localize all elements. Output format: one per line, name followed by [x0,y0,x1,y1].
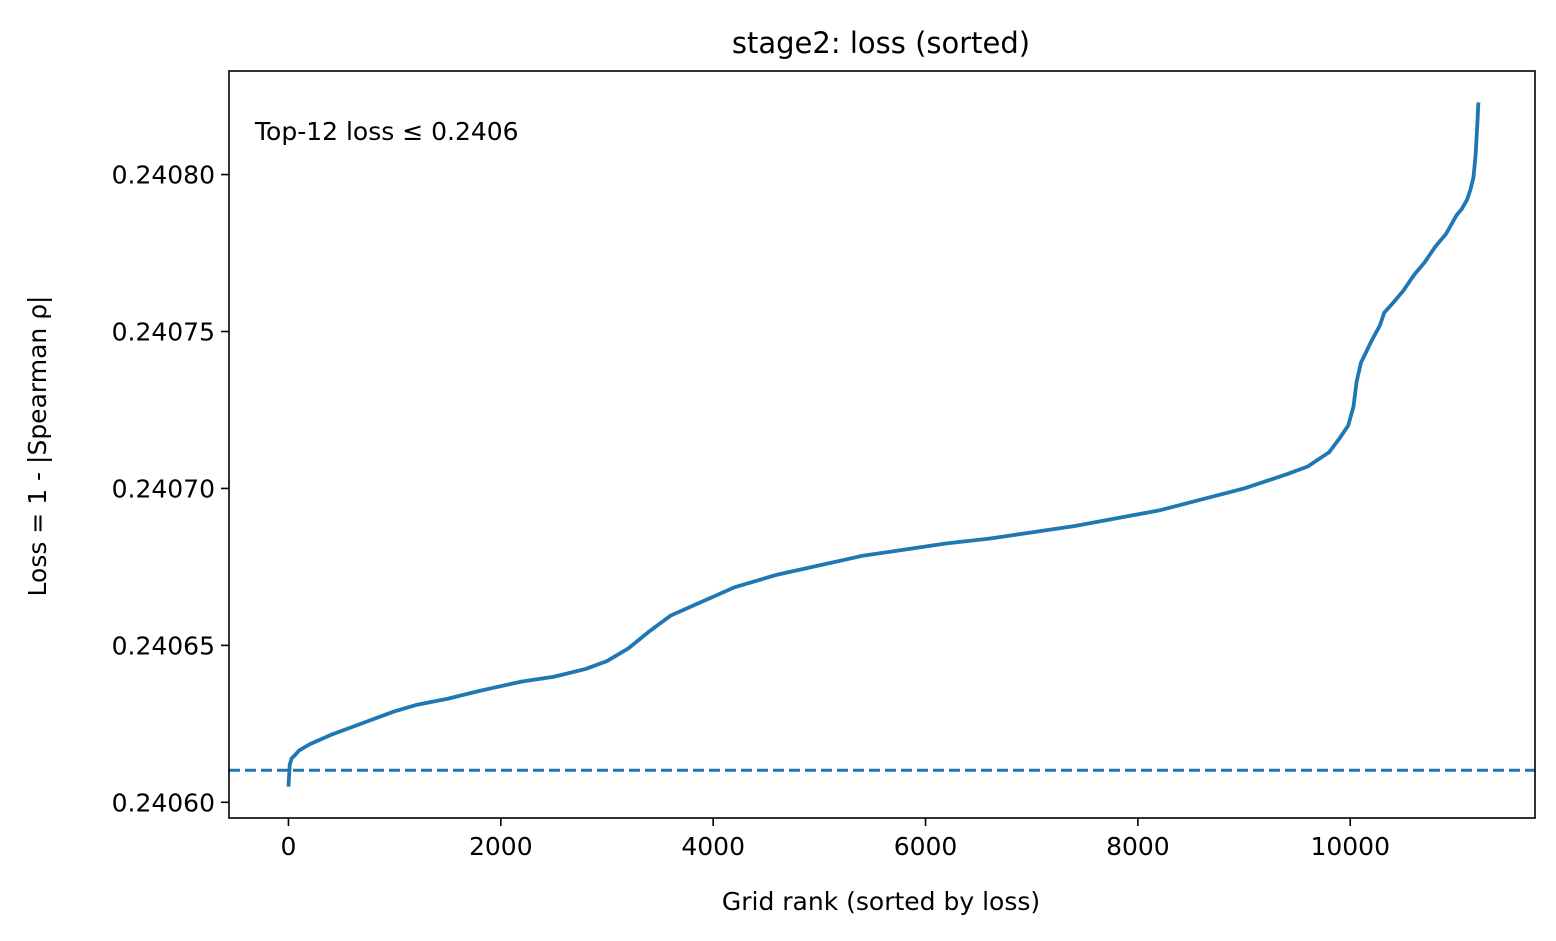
annotation-text: Top-12 loss ≤ 0.2406 [254,117,519,146]
y-tick-label: 0.24075 [112,318,215,347]
x-tick-label: 0 [281,832,297,861]
y-tick-label: 0.24060 [112,788,215,817]
x-axis: 0 2000 4000 6000 8000 10000 [281,818,1390,861]
y-tick-label: 0.24065 [112,631,215,660]
plot-frame [228,70,1536,819]
plot-area [229,102,1535,787]
x-tick-label: 2000 [469,832,533,861]
x-tick-label: 6000 [894,832,958,861]
loss-series-line [286,102,1481,787]
x-tick-label: 10000 [1310,832,1390,861]
y-tick-label: 0.24070 [112,474,215,503]
x-tick-label: 4000 [681,832,745,861]
y-axis: 0.24060 0.24065 0.24070 0.24075 0.24080 [112,161,229,817]
x-axis-label: Grid rank (sorted by loss) [722,887,1040,916]
x-tick-label: 8000 [1106,832,1170,861]
y-tick-label: 0.24080 [112,161,215,190]
chart-title: stage2: loss (sorted) [732,26,1030,60]
y-axis-label: Loss = 1 - |Spearman ρ| [23,296,52,597]
